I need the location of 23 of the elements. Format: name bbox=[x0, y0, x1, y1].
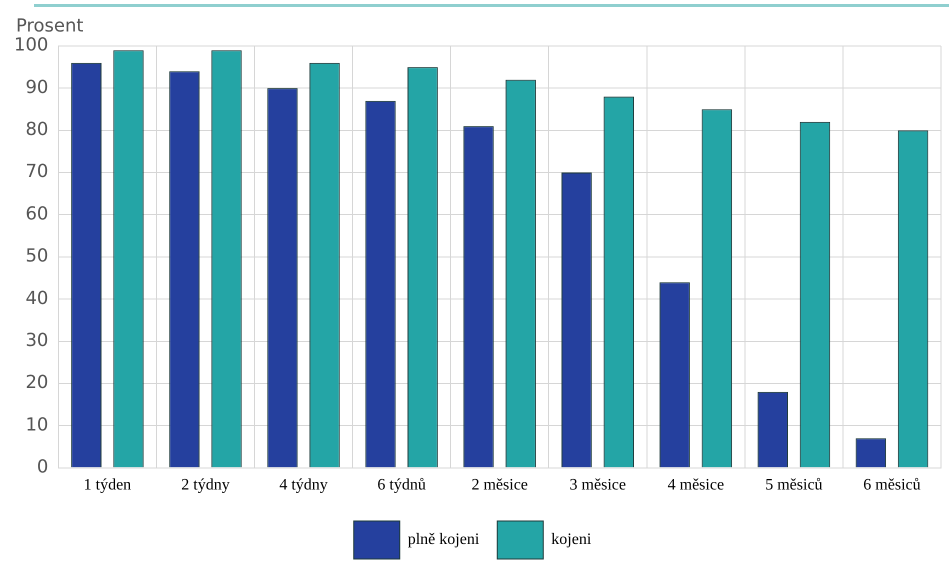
legend-label: plně kojeni bbox=[408, 531, 480, 548]
y-tick-label: 0 bbox=[36, 456, 48, 478]
y-tick-label: 100 bbox=[14, 34, 48, 56]
x-tick-label: 6 měsiců bbox=[863, 476, 921, 494]
y-tick-label: 80 bbox=[25, 119, 48, 140]
y-tick-label: 40 bbox=[25, 288, 48, 309]
y-tick-label: 50 bbox=[25, 246, 48, 267]
x-tick-label: 2 týdny bbox=[181, 476, 230, 494]
x-tick-label: 3 měsice bbox=[570, 476, 626, 494]
x-tick-label: 6 týdnů bbox=[377, 476, 426, 494]
x-tick-label: 4 týdny bbox=[279, 476, 328, 494]
x-tick-label: 5 měsiců bbox=[765, 476, 823, 494]
y-tick-label: 20 bbox=[25, 372, 48, 394]
x-tick-label: 2 měsice bbox=[471, 476, 528, 494]
y-tick-label: 10 bbox=[25, 414, 48, 436]
y-axis-title: Prosent bbox=[16, 16, 84, 37]
y-tick-label: 60 bbox=[25, 203, 48, 224]
y-tick-label: 70 bbox=[25, 161, 48, 182]
x-tick-label: 4 měsice bbox=[668, 476, 724, 494]
x-tick-label: 1 týden bbox=[84, 476, 132, 494]
y-tick-label: 90 bbox=[25, 76, 48, 98]
y-tick-label: 30 bbox=[25, 330, 48, 351]
legend-label: kojeni bbox=[551, 531, 592, 548]
